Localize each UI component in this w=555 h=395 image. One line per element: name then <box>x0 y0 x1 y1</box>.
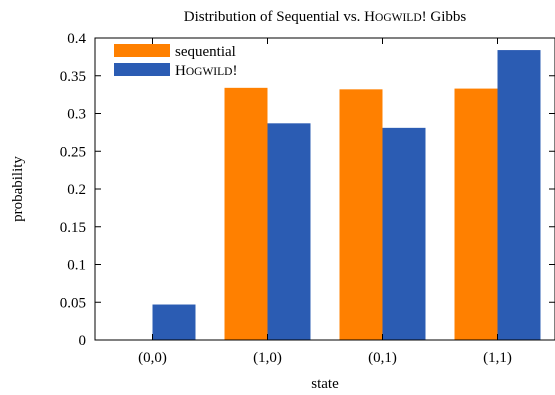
bar-hogwild-0 <box>152 304 196 340</box>
y-tick-label: 0.25 <box>60 144 86 160</box>
chart-title: Distribution of Sequential vs. HOGWILD! … <box>184 9 467 25</box>
text-part: ! <box>232 63 237 79</box>
bar-hogwild-1 <box>267 123 311 340</box>
x-tick-label: (1,1) <box>483 350 512 366</box>
ticks-layer: 0 0.05 0.1 0.15 0.2 0.25 0.3 0.35 0.4 (0,0) (1,0) (… <box>60 31 555 366</box>
bar-sequential-1 <box>224 87 268 340</box>
y-tick-label: 0.1 <box>67 258 86 274</box>
y-tick-label: 0.3 <box>67 107 86 123</box>
x-tick-label: (1,0) <box>253 350 282 366</box>
y-tick-label: 0.05 <box>60 295 86 311</box>
legend-swatch-sequential <box>114 44 170 57</box>
text-part: OGWILD <box>186 66 233 78</box>
y-tick-label: 0.2 <box>67 182 86 198</box>
y-tick-label: 0.4 <box>67 31 86 47</box>
text-part: H <box>364 9 375 25</box>
bar-sequential-2 <box>339 89 383 340</box>
y-tick-label: 0.35 <box>60 69 86 85</box>
legend-label-hogwild: HOGWILD! <box>175 63 237 79</box>
text-part: ! Gibbs <box>422 9 467 25</box>
y-tick-label: 0.15 <box>60 220 86 236</box>
text-part: Distribution of Sequential vs. <box>184 9 364 25</box>
legend: sequential HOGWILD! <box>114 44 237 79</box>
text-part: OGWILD <box>375 12 422 24</box>
text-part: sequential <box>175 44 236 60</box>
y-tick-label: 0 <box>79 333 87 349</box>
x-axis-label: state <box>311 376 339 392</box>
legend-label-sequential: sequential <box>175 44 236 60</box>
legend-swatch-hogwild <box>114 63 170 76</box>
bar-hogwild-3 <box>497 50 541 341</box>
y-axis-label: probability <box>10 156 26 222</box>
bar-hogwild-2 <box>382 127 426 340</box>
x-tick-label: (0,1) <box>368 350 397 366</box>
bars-layer <box>152 50 541 341</box>
text-part: H <box>175 63 186 79</box>
bar-sequential-3 <box>454 88 498 341</box>
x-tick-label: (0,0) <box>138 350 167 366</box>
